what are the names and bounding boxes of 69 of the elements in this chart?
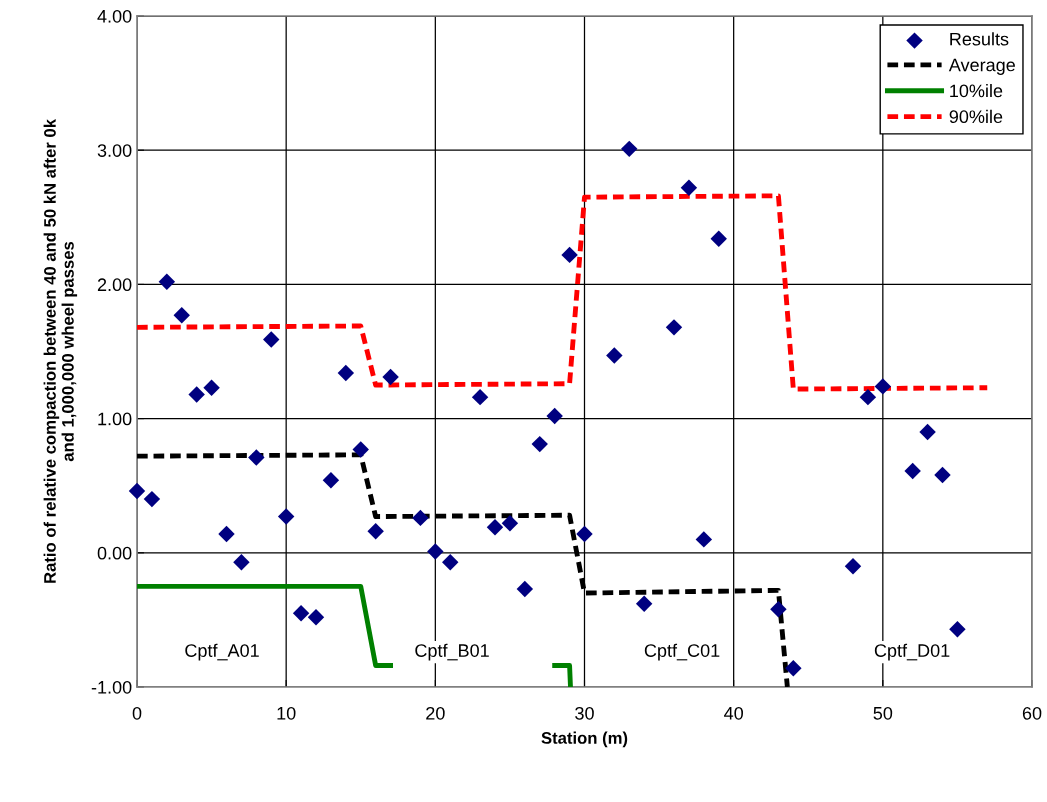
point <box>203 379 220 396</box>
point <box>486 519 504 536</box>
point <box>322 472 340 489</box>
point <box>576 525 593 543</box>
line-series <box>137 193 990 392</box>
point <box>859 388 877 406</box>
point <box>128 482 146 500</box>
point <box>949 621 966 638</box>
point <box>665 319 683 336</box>
y-tick-label: 3.00 <box>97 144 132 157</box>
point <box>218 525 235 543</box>
point <box>292 604 310 622</box>
point <box>307 609 325 626</box>
point <box>680 179 698 196</box>
point <box>173 307 190 324</box>
point <box>844 558 862 575</box>
point <box>442 553 459 571</box>
point <box>874 378 892 395</box>
x-tick-label: 20 <box>426 706 445 720</box>
point <box>531 435 548 453</box>
point <box>516 580 534 598</box>
y-tick-label: 1.00 <box>98 412 132 426</box>
x-tick-label: 30 <box>575 706 594 720</box>
point <box>158 273 176 290</box>
point <box>621 140 638 158</box>
point <box>606 347 623 364</box>
point <box>471 388 489 406</box>
annotation: Cptf_D01 <box>874 643 950 661</box>
legend-label: 90%ile <box>949 109 1003 124</box>
legend-label: Results <box>950 32 1009 46</box>
annotation: Cptf_B01 <box>415 643 489 661</box>
x-tick-label: 50 <box>873 706 893 720</box>
legend-label: Average <box>948 58 1015 75</box>
point <box>546 407 563 425</box>
x-tick-label: 60 <box>1022 706 1042 720</box>
x-axis-title: Station (m) <box>541 731 628 748</box>
y-axis-title: Ratio of relative compaction between 40 and 50 kN after 0k and 1,000,000 wheel passes <box>43 118 78 583</box>
y-tick-label: 2.00 <box>97 278 132 292</box>
point <box>352 441 369 458</box>
point <box>233 553 250 571</box>
point <box>412 509 429 527</box>
point <box>635 595 653 613</box>
point <box>263 331 280 348</box>
point <box>382 368 399 386</box>
point <box>934 466 951 484</box>
point <box>367 523 384 540</box>
point <box>277 508 295 525</box>
x-tick-label: 0 <box>132 706 142 720</box>
point <box>919 423 936 441</box>
y-tick-label: -1.00 <box>91 680 132 694</box>
point <box>561 246 578 264</box>
point <box>770 600 787 618</box>
legend-label: 10%ile <box>950 83 1003 98</box>
point <box>904 462 921 480</box>
point <box>710 230 727 247</box>
y-tick-label: 0.00 <box>97 546 132 560</box>
point <box>695 531 713 548</box>
point <box>785 660 802 677</box>
y-tick-label: 4.00 <box>97 9 132 23</box>
x-tick-label: 40 <box>724 706 743 720</box>
annotation: Cptf_A01 <box>185 643 259 661</box>
point <box>501 515 519 532</box>
point <box>427 543 444 560</box>
point <box>248 449 265 466</box>
point <box>188 386 205 403</box>
annotation: Cptf_C01 <box>644 643 720 661</box>
point <box>337 364 355 382</box>
x-tick-label: 10 <box>277 706 296 720</box>
point <box>143 490 161 508</box>
